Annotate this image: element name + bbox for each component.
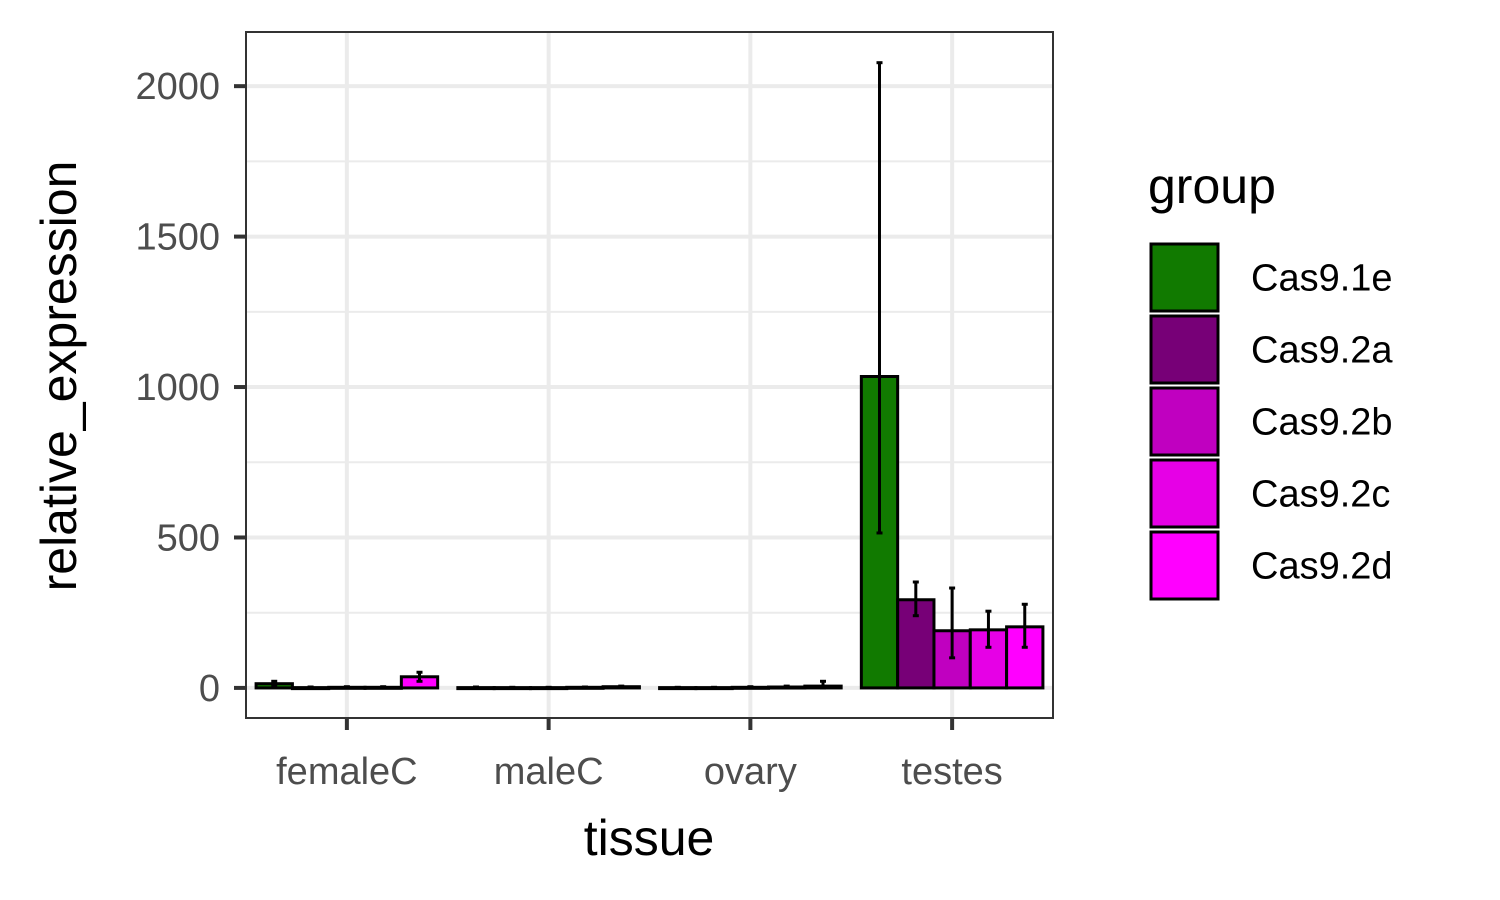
error-bar bbox=[985, 609, 992, 649]
error-bar bbox=[581, 685, 588, 690]
x-tick-label: testes bbox=[901, 751, 1002, 793]
x-tick-label: femaleC bbox=[276, 751, 418, 793]
legend-title: group bbox=[1148, 158, 1276, 214]
legend-label: Cas9.1e bbox=[1251, 258, 1393, 300]
legend-label: Cas9.2a bbox=[1251, 330, 1393, 372]
error-bar bbox=[618, 684, 625, 689]
error-bar bbox=[416, 670, 423, 683]
error-bars bbox=[271, 61, 1028, 690]
y-tick-label: 0 bbox=[199, 668, 220, 710]
y-tick-label: 500 bbox=[157, 517, 220, 559]
y-tick-label: 2000 bbox=[135, 66, 220, 108]
legend-label: Cas9.2c bbox=[1251, 474, 1390, 516]
legend-swatch bbox=[1149, 386, 1220, 457]
y-tick-label: 1500 bbox=[135, 217, 220, 259]
error-bar bbox=[711, 685, 718, 690]
legend-label: Cas9.2b bbox=[1251, 402, 1393, 444]
y-axis-title: relative_expression bbox=[31, 161, 87, 592]
x-axis-title: tissue bbox=[584, 810, 715, 866]
legend-swatch bbox=[1149, 242, 1220, 313]
axes: 0 500 1000 1500 2000 femaleC maleC ovary testes bbox=[135, 66, 1002, 793]
error-bar bbox=[820, 679, 827, 690]
x-tick-label: maleC bbox=[494, 751, 604, 793]
error-bar bbox=[509, 685, 516, 690]
error-bar bbox=[876, 61, 883, 535]
legend-label: Cas9.2d bbox=[1251, 546, 1393, 588]
error-bar bbox=[380, 685, 387, 690]
bar bbox=[968, 628, 1009, 690]
legend-item: Cas9.2d bbox=[1149, 530, 1393, 601]
error-bar bbox=[912, 580, 919, 618]
error-bar bbox=[271, 679, 278, 688]
legend-item: Cas9.2a bbox=[1149, 314, 1393, 385]
legend-swatch bbox=[1149, 458, 1220, 529]
legend-item: Cas9.1e bbox=[1149, 242, 1393, 313]
error-bar bbox=[343, 685, 350, 690]
error-bar bbox=[783, 684, 790, 690]
error-bar bbox=[545, 685, 552, 690]
error-bar bbox=[747, 685, 754, 690]
x-tick-label: ovary bbox=[704, 751, 797, 793]
legend: group Cas9.1e Cas9.2a Cas9.2b Cas9.2c Cas9.2… bbox=[1148, 158, 1393, 601]
error-bar bbox=[949, 586, 956, 660]
error-bar bbox=[307, 685, 314, 690]
legend-swatch bbox=[1149, 530, 1220, 601]
legend-swatch bbox=[1149, 314, 1220, 385]
legend-item: Cas9.2c bbox=[1149, 458, 1390, 529]
plot-panel-border bbox=[245, 31, 1054, 719]
legend-item: Cas9.2b bbox=[1149, 386, 1393, 457]
y-tick-label: 1000 bbox=[135, 367, 220, 409]
error-bar bbox=[1021, 602, 1028, 649]
error-bar bbox=[472, 685, 479, 690]
grid-lines bbox=[246, 32, 1053, 718]
